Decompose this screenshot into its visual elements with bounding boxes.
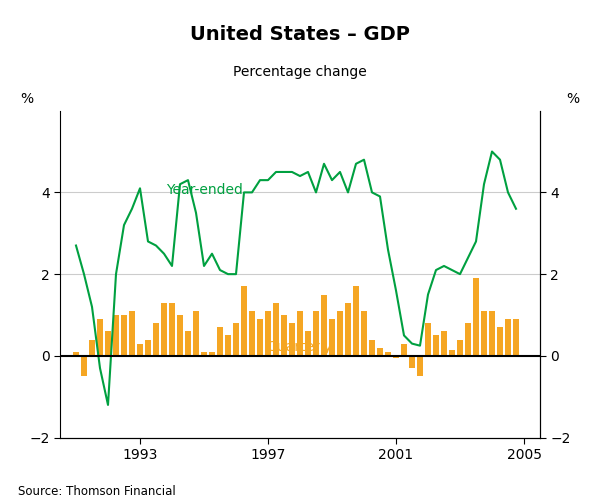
Bar: [409, 356, 415, 368]
Bar: [73, 352, 79, 356]
Bar: [329, 319, 335, 356]
Bar: [353, 286, 359, 356]
Bar: [433, 336, 439, 356]
Bar: [153, 323, 159, 356]
Bar: [425, 323, 431, 356]
Bar: [233, 323, 239, 356]
Text: Year-ended: Year-ended: [166, 183, 242, 197]
Bar: [97, 319, 103, 356]
Bar: [265, 311, 271, 356]
Bar: [193, 311, 199, 356]
Bar: [337, 311, 343, 356]
Bar: [257, 319, 263, 356]
Bar: [377, 348, 383, 356]
Bar: [441, 331, 447, 356]
Text: %: %: [20, 92, 34, 106]
Bar: [145, 340, 151, 356]
Bar: [401, 344, 407, 356]
Bar: [465, 323, 471, 356]
Bar: [481, 311, 487, 356]
Bar: [137, 344, 143, 356]
Bar: [385, 352, 391, 356]
Bar: [105, 331, 111, 356]
Bar: [489, 311, 495, 356]
Bar: [369, 340, 375, 356]
Bar: [209, 352, 215, 356]
Bar: [513, 319, 519, 356]
Bar: [297, 311, 303, 356]
Bar: [161, 303, 167, 356]
Bar: [89, 340, 95, 356]
Bar: [417, 356, 423, 376]
Bar: [241, 286, 247, 356]
Bar: [113, 315, 119, 356]
Bar: [305, 331, 311, 356]
Bar: [81, 356, 87, 376]
Bar: [457, 340, 463, 356]
Text: Quarterly: Quarterly: [266, 340, 332, 354]
Bar: [225, 336, 231, 356]
Bar: [217, 327, 223, 356]
Bar: [273, 303, 279, 356]
Bar: [249, 311, 255, 356]
Bar: [185, 331, 191, 356]
Bar: [121, 315, 127, 356]
Bar: [393, 356, 399, 358]
Bar: [345, 303, 351, 356]
Bar: [505, 319, 511, 356]
Bar: [449, 350, 455, 356]
Bar: [473, 278, 479, 356]
Bar: [289, 323, 295, 356]
Bar: [281, 315, 287, 356]
Text: Percentage change: Percentage change: [233, 65, 367, 79]
Bar: [497, 327, 503, 356]
Bar: [177, 315, 183, 356]
Text: %: %: [566, 92, 580, 106]
Bar: [313, 311, 319, 356]
Text: Source: Thomson Financial: Source: Thomson Financial: [18, 485, 176, 498]
Bar: [129, 311, 135, 356]
Bar: [361, 311, 367, 356]
Bar: [321, 295, 327, 356]
Bar: [201, 352, 207, 356]
Text: United States – GDP: United States – GDP: [190, 25, 410, 44]
Bar: [169, 303, 175, 356]
